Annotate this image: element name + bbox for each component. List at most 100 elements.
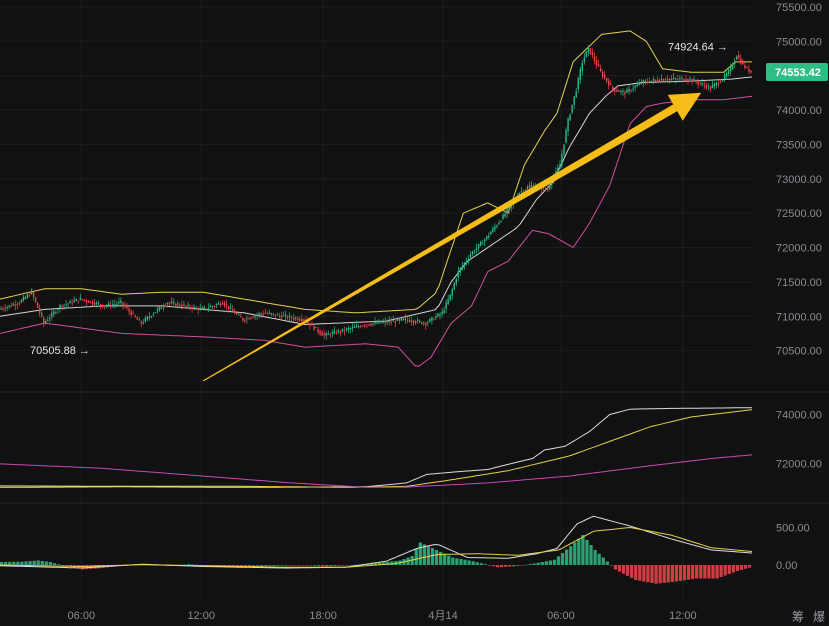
macd-histogram-bar	[739, 565, 744, 570]
macd-tick-label: 500.00	[776, 523, 810, 535]
last-price-text: 74553.42	[775, 67, 821, 79]
candle-body	[650, 80, 653, 82]
macd-histogram-bar	[621, 565, 626, 574]
candle-body	[67, 303, 69, 305]
macd-histogram-bar	[625, 565, 630, 576]
candle-body	[589, 48, 592, 54]
macd-histogram-bar	[447, 555, 451, 565]
grid-lines	[0, 0, 829, 600]
macd-histogram-bar	[703, 565, 707, 579]
macd-histogram-bar	[601, 557, 605, 565]
macd-histogram-bar	[373, 563, 378, 565]
price-tick-label: 72000.00	[776, 243, 822, 255]
candle-body	[252, 316, 254, 318]
candle-body	[331, 332, 334, 334]
candle-body	[603, 75, 606, 78]
macd-histogram-bar	[191, 564, 195, 566]
candle-body	[128, 308, 130, 312]
candle-body	[122, 302, 124, 305]
macd-histogram-bar	[296, 565, 300, 566]
candle-body	[179, 304, 181, 306]
candle-body	[715, 82, 718, 86]
candle-body	[248, 318, 250, 320]
candle-body	[303, 319, 305, 321]
candle-body	[315, 327, 317, 329]
candle-body	[457, 270, 460, 278]
ma-tick-label: 74000.00	[776, 410, 822, 422]
candle-body	[134, 315, 136, 317]
macd-histogram-bar	[235, 565, 240, 567]
candle-body	[685, 79, 687, 81]
candle-body	[150, 316, 153, 318]
candle-body	[695, 80, 697, 82]
candle-body	[307, 321, 309, 324]
macd-histogram-bar	[573, 542, 577, 565]
candle-body	[51, 312, 53, 317]
candle-body	[32, 292, 35, 297]
macd-histogram-bar	[609, 565, 613, 566]
candle-body	[232, 309, 234, 311]
candle-body	[675, 78, 677, 80]
macd-histogram-bar	[731, 565, 735, 573]
last-price-badge-bg	[766, 63, 828, 81]
candle-body	[205, 308, 208, 310]
macd-histogram-bar	[581, 535, 585, 565]
candle-body	[392, 320, 394, 322]
macd-histogram-bar	[471, 561, 475, 565]
low-annotation: 70505.88 →	[30, 345, 90, 357]
candle-body	[719, 82, 722, 84]
macd-histogram-bar	[300, 565, 305, 566]
candle-body	[654, 79, 657, 81]
candle-body	[154, 312, 157, 314]
candle-body	[524, 190, 527, 192]
candle-body	[721, 80, 724, 82]
macd-histogram-bar	[227, 565, 231, 567]
candle-body	[236, 312, 238, 314]
candle-body	[268, 312, 271, 314]
candle-body	[459, 267, 462, 272]
candle-body	[418, 321, 421, 323]
candle-body	[229, 307, 232, 309]
candle-body	[162, 306, 165, 308]
candle-body	[463, 262, 466, 266]
macd-histogram-bar	[475, 562, 479, 565]
candle-body	[567, 118, 569, 132]
candle-body	[561, 153, 563, 165]
macd-histogram-bar	[532, 563, 536, 565]
candle-body	[355, 325, 358, 328]
candle-body	[89, 301, 92, 303]
candle-body	[347, 328, 350, 330]
candle-body	[575, 91, 577, 98]
macd-histogram-bar	[65, 565, 69, 566]
macd-histogram-bar	[735, 565, 739, 571]
candle-body	[579, 69, 581, 81]
candle-body	[372, 323, 374, 325]
candle-body	[416, 320, 419, 322]
candle-body	[173, 301, 175, 304]
macd-histogram-bar	[617, 565, 622, 572]
candle-body	[608, 80, 610, 86]
macd-histogram-bar	[308, 565, 313, 566]
candle-body	[374, 321, 376, 324]
macd-histogram-bar	[512, 565, 516, 567]
candle-body	[317, 329, 319, 332]
macd-histogram-bar	[540, 562, 544, 565]
candle-body	[59, 304, 61, 309]
candle-body	[522, 191, 525, 193]
candle-body	[441, 311, 443, 315]
candle-body	[18, 303, 21, 305]
candle-body	[628, 88, 630, 92]
candle-body	[506, 208, 508, 214]
candle-body	[366, 324, 368, 326]
candle-body	[662, 79, 665, 81]
candle-body	[288, 315, 291, 317]
ma-line-3	[0, 454, 753, 488]
candle-body	[610, 83, 612, 85]
macd-histogram-bar	[719, 565, 723, 577]
candle-body	[266, 313, 268, 315]
candle-body	[727, 69, 730, 74]
candle-body	[353, 326, 356, 328]
macd-histogram-bar	[666, 565, 670, 583]
macd-histogram-bar	[52, 563, 57, 565]
